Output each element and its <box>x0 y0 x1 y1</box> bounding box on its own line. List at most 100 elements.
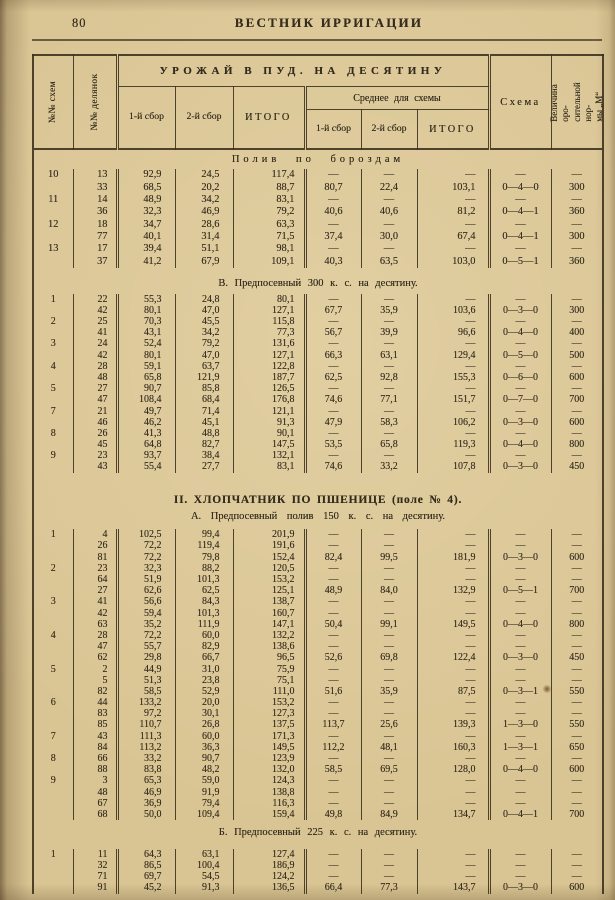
cell-col1: 33 <box>72 181 117 194</box>
cell-col8: 0—5—0 <box>487 349 551 361</box>
cell-col5: — <box>303 360 361 372</box>
cell-col8: 1—3—0 <box>487 719 551 731</box>
cell-col6: — <box>360 663 417 675</box>
cell-col2: 62,6 <box>115 585 175 597</box>
cell-col0 <box>33 439 73 450</box>
cell-col0 <box>33 350 73 361</box>
cell-col1: 28 <box>72 629 117 642</box>
cell-col6: — <box>360 674 417 686</box>
cell-col5: — <box>303 708 361 720</box>
cell-col8: 0—3—0 <box>487 652 551 664</box>
cell-col2: 83,8 <box>115 764 175 776</box>
col-header-average-group: Среднее для схемы <box>303 86 489 110</box>
cell-col9: 360 <box>550 205 603 219</box>
cell-col6: 69,5 <box>360 764 417 776</box>
cell-col8: — <box>487 786 551 798</box>
cell-col6: 63,1 <box>360 349 417 361</box>
cell-col2: 55,7 <box>115 641 175 653</box>
cell-col5: — <box>303 562 361 574</box>
cell-col0 <box>33 461 73 472</box>
cell-col1: 28 <box>72 360 117 372</box>
cell-col7: — <box>416 383 489 395</box>
table-row: 88 83,8 48,2 132,0 58,5 69,5 128,0 0—4—0 600 <box>33 764 603 776</box>
table-row: 48 46,9 91,9 138,8— — — — — <box>33 786 603 798</box>
cell-col3: 82,9 <box>174 641 233 653</box>
cell-col5: — <box>303 753 361 765</box>
cell-col6: — <box>360 786 417 798</box>
cell-col4: 171,3 <box>232 730 305 742</box>
table-row: 9 3 65,3 59,0 124,3— — — — — <box>33 775 603 787</box>
cell-col3: 91,9 <box>174 786 233 798</box>
cell-col0: 11 <box>48 193 59 205</box>
cell-col7: 122,4 <box>416 652 489 664</box>
cell-col6: 84,0 <box>360 585 417 597</box>
cell-col6: 65,8 <box>360 439 417 451</box>
cell-col8: 0—5—1 <box>487 255 551 268</box>
cell-col9: — <box>550 450 603 462</box>
cell-col4: 127,1 <box>232 304 305 316</box>
cell-col0: 10 <box>48 169 59 181</box>
cell-col8: — <box>487 293 551 305</box>
cell-col7: 103,1 <box>416 181 489 194</box>
cell-col1: 91 <box>72 882 117 894</box>
cell-col9: — <box>550 405 603 417</box>
cell-col1: 84 <box>72 741 117 753</box>
cell-col1: 3 <box>72 775 117 787</box>
cell-col1: 88 <box>72 764 117 776</box>
cell-col6: 92,8 <box>360 371 417 384</box>
cell-col3: 24,8 <box>174 293 233 305</box>
cell-col1: 45 <box>72 439 117 451</box>
cell-col3: 60,0 <box>174 730 233 742</box>
cell-col2: 55,3 <box>115 293 175 305</box>
table-row: 5 51,3 23,8 75,1— — — — — <box>33 674 603 686</box>
cell-col2: 43,1 <box>115 327 175 339</box>
cell-col2: 46,9 <box>115 786 175 798</box>
cell-col2: 108,4 <box>115 394 175 406</box>
cell-col0: 6 <box>50 697 56 709</box>
cell-col5: 40,6 <box>303 205 361 219</box>
cell-col6: — <box>360 168 417 182</box>
cell-col7: — <box>416 708 489 720</box>
cell-col7: 67,4 <box>416 230 489 244</box>
cell-col9: 600 <box>550 882 603 894</box>
cell-col7: — <box>416 193 489 206</box>
cell-col1: 18 <box>72 218 117 231</box>
cell-col2: 35,2 <box>115 618 175 630</box>
cell-col7: 129,4 <box>416 349 489 361</box>
cell-col3: 101,3 <box>174 607 233 619</box>
cell-col7: 139,3 <box>416 719 489 731</box>
cell-col9: — <box>550 168 603 182</box>
cell-col1: 24 <box>72 338 117 350</box>
cell-col2: 36,9 <box>115 797 175 809</box>
cell-col4: 160,7 <box>232 607 305 619</box>
cell-col2: 68,5 <box>115 181 175 194</box>
cell-col5: — <box>303 529 361 541</box>
cell-col1: 43 <box>72 461 117 473</box>
cell-col4: 75,9 <box>232 663 305 675</box>
cell-col2: 48,9 <box>115 193 175 206</box>
cell-col6: 40,6 <box>360 205 417 219</box>
cell-col4: 123,9 <box>232 753 305 765</box>
cell-col5: 82,4 <box>303 551 361 563</box>
cell-col4: 120,5 <box>232 562 305 574</box>
cell-col2: 90,7 <box>115 383 175 395</box>
cell-col9: — <box>550 848 603 861</box>
cell-col5: 52,6 <box>303 652 361 664</box>
cell-col9: — <box>550 529 603 541</box>
cell-col1: 4 <box>72 529 117 541</box>
cell-col7: — <box>416 753 489 765</box>
cell-col3: 79,2 <box>174 338 233 350</box>
cell-col8: — <box>487 797 551 809</box>
cell-col7: — <box>416 797 489 809</box>
cell-col8: 0—3—0 <box>487 461 551 473</box>
cell-col8: — <box>487 708 551 720</box>
cell-col0 <box>33 742 73 753</box>
table-row: 9 23 93,7 38,4 132,1— — — — — <box>33 450 603 462</box>
cell-col4: 88,7 <box>232 181 305 194</box>
cell-col4: 136,5 <box>232 882 305 894</box>
cell-col1: 42 <box>72 304 117 316</box>
cell-col0: 9 <box>50 450 56 462</box>
cell-col9: — <box>550 753 603 765</box>
cell-col1: 42 <box>72 349 117 361</box>
col-header-norm: Величина оро- сительной нор- мы „М“ <box>549 55 604 149</box>
